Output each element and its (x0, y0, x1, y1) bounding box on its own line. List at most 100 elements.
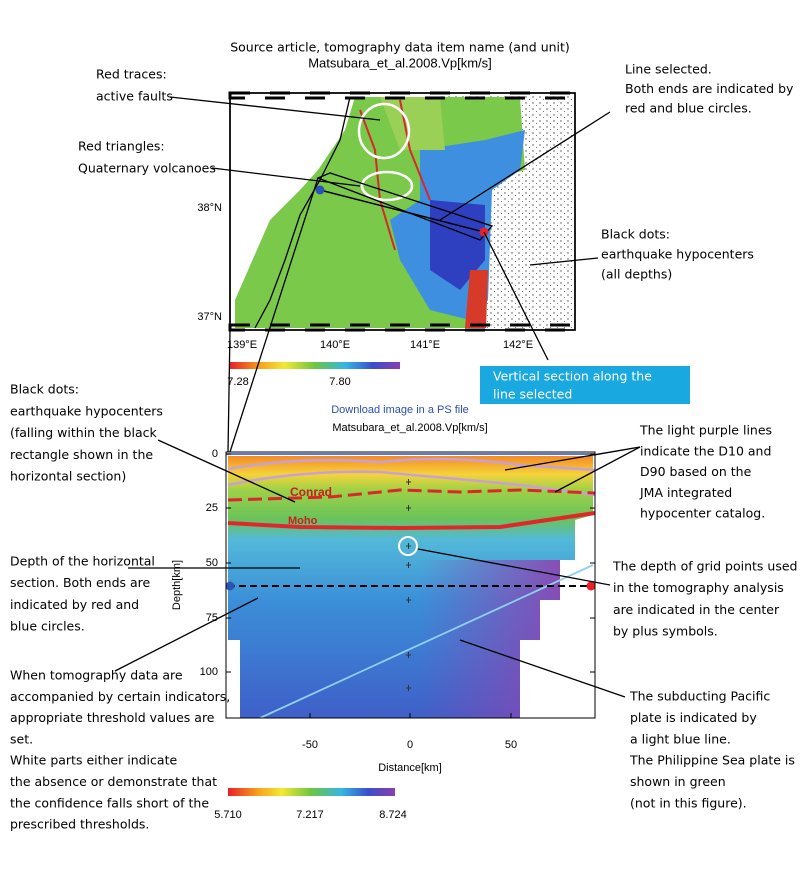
annotation: appropriate threshold values are (10, 710, 215, 725)
annotation: set. (10, 731, 33, 746)
annotation: (not in this figure). (630, 796, 747, 811)
y-tick-label: 75 (206, 612, 218, 624)
annotation: The Philippine Sea plate is (629, 753, 795, 768)
x-axis-label: Distance[km] (378, 762, 442, 774)
leader (157, 439, 296, 503)
lon-label: 141°E (410, 339, 440, 351)
conrad-line (227, 488, 596, 502)
leader (417, 548, 611, 586)
annotation: shown in green (630, 774, 726, 789)
projection (227, 177, 549, 453)
y-tick-label: 25 (206, 502, 218, 514)
annotation: red and blue circles. (625, 101, 752, 116)
map (228, 91, 577, 332)
header-caption: Source article, tomography data item nam… (230, 40, 570, 55)
annotation: blue circles. (10, 619, 85, 634)
y-axis-label: Depth[km] (171, 560, 183, 610)
annotation: Depth of the horizontal (10, 554, 155, 569)
annotation: prescribed thresholds. (10, 817, 149, 832)
coastline (254, 96, 351, 329)
lon-label: 139°E (227, 339, 257, 351)
annotation: Red traces: (96, 67, 167, 82)
annotation: earthquake hypocenters (601, 247, 754, 262)
lon-label: 140°E (320, 339, 350, 351)
map-ticks (228, 323, 577, 332)
leaders (114, 96, 641, 698)
annotation: When tomography data are (10, 668, 183, 683)
vp-light (380, 97, 445, 150)
annotation: Line selected. (625, 62, 712, 77)
annotation: The subducting Pacific (629, 689, 770, 704)
colorbar-label: 7.80 (329, 376, 350, 388)
leader (529, 257, 599, 266)
x-tick-label: 50 (505, 739, 517, 751)
annotation: section. Both ends are (10, 575, 151, 590)
annotation: the absence or demonstrate that (10, 774, 217, 789)
annotation: JMA integrated (639, 485, 732, 500)
colorbar (228, 788, 395, 796)
lon-label: 142°E (503, 339, 533, 351)
annotation: earthquake hypocenters (10, 403, 163, 418)
annotation: The depth of grid points used (612, 559, 797, 574)
end-blue (315, 185, 325, 195)
annotation: accompanied by certain indicators, (10, 689, 230, 704)
vp-deepblue (430, 200, 485, 290)
highlight (360, 170, 414, 202)
colorbar-label: 8.724 (379, 809, 407, 821)
annotation: The light purple lines (639, 423, 772, 438)
annotation: Both ends are indicated by (625, 81, 794, 96)
faults (359, 99, 431, 251)
annotation: horizontal section) (10, 469, 126, 484)
leader (459, 639, 626, 698)
selected-line (319, 189, 485, 233)
colorbar (230, 362, 400, 369)
annotation: indicated by red and (10, 597, 139, 612)
callout-text: Vertical section along the (493, 369, 652, 384)
y-tick-label: 100 (200, 666, 218, 678)
annotation: D90 based on the (640, 464, 752, 479)
map-title: Matsubara_et_al.2008.Vp[km/s] (308, 55, 492, 70)
vp-purple (420, 560, 560, 718)
grid-highlight (398, 536, 418, 556)
section-rect (316, 172, 494, 241)
annotation: plate is indicated by (630, 710, 757, 725)
x-tick-label: 0 (407, 739, 413, 751)
annotation: indicate the D10 and (640, 443, 771, 458)
annotation: in the tomography analysis (613, 580, 784, 595)
leader (211, 167, 361, 187)
lat-label: 38°N (197, 202, 222, 214)
y-tick-label: 50 (206, 557, 218, 569)
conrad-label: Conrad (290, 485, 332, 499)
annotation: Black dots: (601, 227, 670, 242)
annotation: (falling within the black (10, 425, 158, 440)
d90-line (227, 470, 596, 497)
annotation: active faults (96, 89, 173, 104)
annotation: Red triangles: (78, 139, 165, 154)
callout-text: line selected (493, 387, 572, 402)
section (225, 451, 596, 719)
end-blue (225, 581, 235, 591)
colorbar-label: 5.710 (214, 809, 242, 821)
annotation: (all depths) (601, 267, 672, 282)
vp-red (465, 270, 488, 328)
highlight (357, 102, 411, 160)
leader (439, 111, 611, 221)
annotation: rectangle shown in the (10, 447, 153, 462)
annotation: by plus symbols. (613, 624, 718, 639)
leader (504, 446, 641, 493)
annotation: a light blue line. (630, 731, 731, 746)
pacific-plate (259, 564, 594, 719)
x-tick-label: -50 (302, 739, 318, 751)
annotation: Black dots: (10, 382, 79, 397)
leader (169, 96, 381, 121)
download-link[interactable]: Download image in a PS file (331, 404, 469, 416)
annotation: are indicated in the center (613, 602, 780, 617)
colorbar-label: 7.28 (227, 376, 248, 388)
moho-line (227, 511, 596, 531)
y-tick-label: 0 (212, 448, 218, 460)
annotation: White parts either indicate (10, 753, 177, 768)
section-title: Matsubara_et_al.2008.Vp[km/s] (332, 422, 487, 434)
callout-box (480, 366, 690, 404)
annotation: hypocenter catalog. (640, 506, 765, 521)
